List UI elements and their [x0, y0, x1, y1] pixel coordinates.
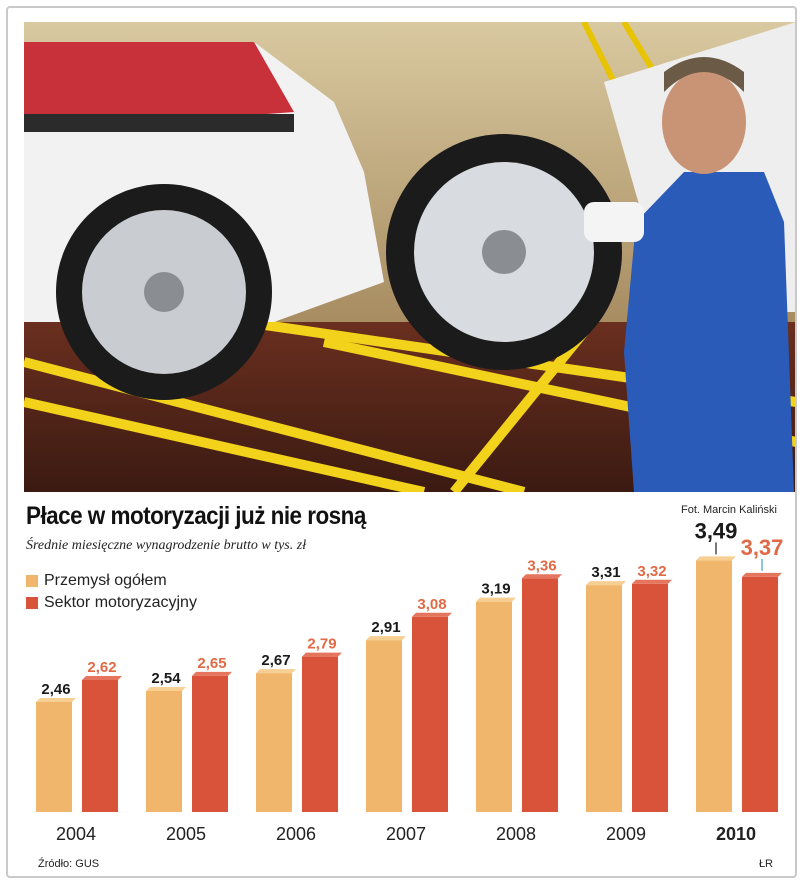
- data-label-motor-2006: 2,79: [307, 636, 336, 653]
- bar-industry-2006: [256, 673, 292, 812]
- data-label-industry-2010: 3,49: [695, 518, 738, 543]
- x-tick-label-2009: 2009: [606, 824, 646, 844]
- legend-swatch-industry: [26, 575, 38, 587]
- bar-top-industry-2004: [36, 698, 76, 702]
- data-label-motor-2010: 3,37: [741, 535, 784, 560]
- bar-motor-2005: [192, 675, 228, 812]
- data-label-industry-2006: 2,67: [261, 652, 290, 669]
- bar-motor-2006: [302, 656, 338, 812]
- legend-label-motor: Sektor motoryzacyjny: [44, 594, 197, 611]
- bar-industry-2007: [366, 640, 402, 812]
- x-tick-label-2006: 2006: [276, 824, 316, 844]
- x-tick-label-2008: 2008: [496, 824, 536, 844]
- data-label-motor-2005: 2,65: [197, 655, 226, 672]
- legend-item-industry: Przemysł ogółem: [26, 570, 197, 592]
- x-tick-label-2004: 2004: [56, 824, 96, 844]
- bar-top-industry-2008: [476, 597, 516, 602]
- bar-motor-2010: [742, 576, 778, 812]
- bar-top-motor-2009: [632, 579, 672, 584]
- bar-motor-2009: [632, 583, 668, 812]
- bar-motor-2004: [82, 680, 118, 812]
- bar-top-industry-2009: [586, 581, 626, 586]
- legend-item-motor: Sektor motoryzacyjny: [26, 592, 197, 614]
- data-label-industry-2005: 2,54: [151, 670, 181, 687]
- bar-industry-2008: [476, 601, 512, 812]
- bar-motor-2008: [522, 578, 558, 812]
- source-note: Źródło: GUS: [38, 858, 100, 870]
- x-tick-label-2007: 2007: [386, 824, 426, 844]
- legend: Przemysł ogółem Sektor motoryzacyjny: [26, 570, 197, 614]
- bar-top-motor-2007: [412, 612, 452, 617]
- data-label-motor-2007: 3,08: [417, 596, 446, 613]
- x-tick-label-2010: 2010: [716, 824, 756, 844]
- bar-top-industry-2006: [256, 669, 296, 674]
- legend-swatch-motor: [26, 597, 38, 609]
- bar-top-motor-2010: [742, 572, 782, 577]
- bar-top-motor-2005: [192, 671, 232, 676]
- photo-credit: Fot. Marcin Kaliński: [681, 504, 777, 516]
- author-signature: ŁR: [758, 858, 773, 870]
- x-tick-label-2005: 2005: [166, 824, 206, 844]
- bar-top-industry-2007: [366, 636, 406, 641]
- data-label-industry-2008: 3,19: [481, 581, 510, 598]
- data-label-motor-2008: 3,36: [527, 557, 556, 574]
- data-label-motor-2009: 3,32: [637, 563, 666, 580]
- bar-industry-2004: [36, 702, 72, 812]
- bar-motor-2007: [412, 616, 448, 812]
- factory-photo: [24, 22, 795, 492]
- data-label-motor-2004: 2,62: [87, 659, 116, 676]
- bar-industry-2005: [146, 691, 182, 812]
- bar-top-motor-2008: [522, 574, 562, 579]
- legend-label-industry: Przemysł ogółem: [44, 572, 167, 589]
- infographic: Fot. Marcin Kaliński Płace w motoryzacji…: [6, 6, 797, 878]
- data-label-industry-2009: 3,31: [591, 564, 620, 581]
- bar-industry-2009: [586, 585, 622, 812]
- bar-chart: 2,46 2,62 2004 2,54 2,65 2005 2,67 2,79 2006 2,91…: [36, 518, 784, 844]
- bar-industry-2010: [696, 560, 732, 812]
- bar-top-motor-2004: [82, 676, 122, 680]
- data-label-industry-2004: 2,46: [41, 681, 70, 698]
- bar-top-industry-2005: [146, 687, 186, 691]
- chart-subtitle: Średnie miesięczne wynagrodzenie brutto …: [26, 538, 307, 553]
- bar-top-motor-2006: [302, 652, 342, 657]
- bar-top-industry-2010: [696, 556, 736, 561]
- chart-title: Płace w motoryzacji już nie rosną: [26, 502, 366, 530]
- data-label-industry-2007: 2,91: [371, 619, 400, 636]
